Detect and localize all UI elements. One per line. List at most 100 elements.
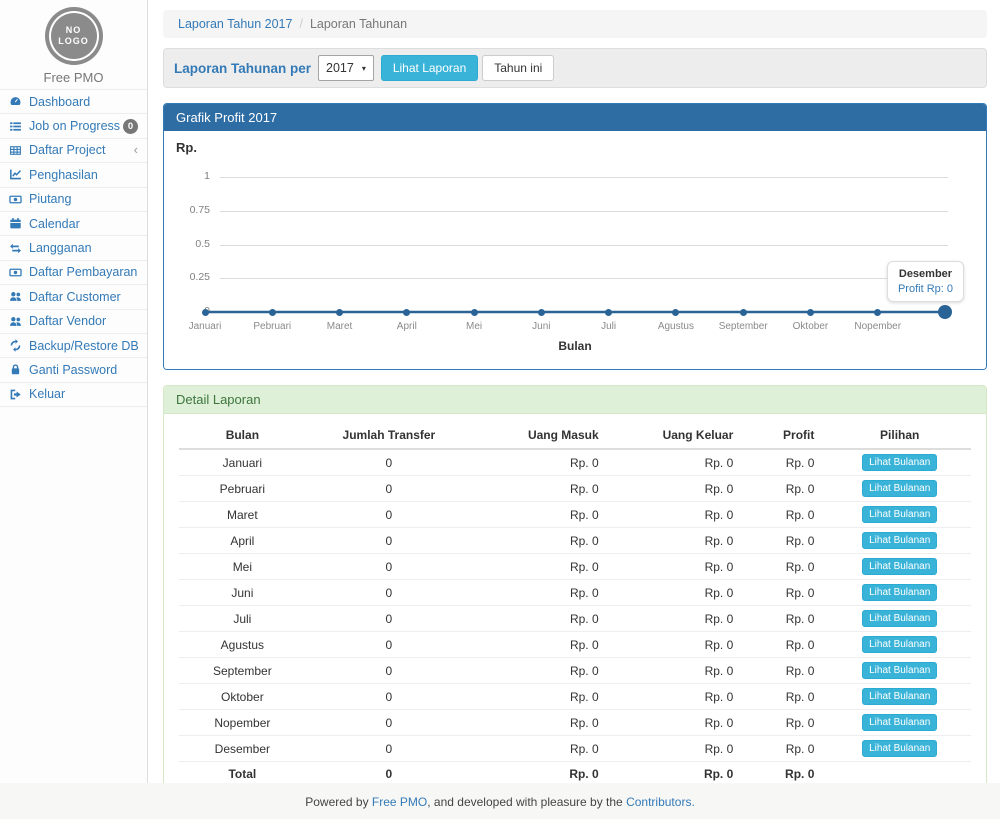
column-header-profit: Profit — [741, 422, 829, 450]
column-header-pilihan: Pilihan — [828, 422, 971, 450]
year-select[interactable]: 2017 ▾ — [318, 55, 374, 81]
sidebar-nav: Dashboard Job on Progress 0 Daftar Proje… — [0, 89, 147, 408]
sidebar-item-calendar[interactable]: Calendar — [0, 212, 147, 237]
sidebar-item-langganan[interactable]: Langganan — [0, 236, 147, 261]
lihat-bulanan-button[interactable]: Lihat Bulanan — [862, 584, 938, 601]
chart-panel-title: Grafik Profit 2017 — [176, 110, 278, 125]
lihat-bulanan-button[interactable]: Lihat Bulanan — [862, 480, 938, 497]
lihat-bulanan-button[interactable]: Lihat Bulanan — [862, 454, 938, 471]
lihat-laporan-button[interactable]: Lihat Laporan — [380, 55, 479, 81]
cell-uang-keluar: Rp. 0 — [606, 527, 742, 554]
main-content: Laporan Tahun 2017 / Laporan Tahunan Lap… — [149, 0, 1000, 813]
calendar-icon — [9, 217, 25, 230]
data-point-mei[interactable] — [470, 308, 478, 316]
cell-uang-keluar: Rp. 0 — [606, 683, 742, 710]
sidebar-item-daftar-pembayaran[interactable]: Daftar Pembayaran — [0, 261, 147, 286]
table-row: April 0 Rp. 0 Rp. 0 Rp. 0 Lihat Bulanan — [179, 527, 971, 554]
sidebar-item-label: Daftar Pembayaran — [29, 265, 138, 280]
cell-uang-keluar: Rp. 0 — [606, 657, 742, 684]
sidebar-item-job-on-progress[interactable]: Job on Progress 0 — [0, 114, 147, 139]
data-point-juli[interactable] — [605, 308, 613, 316]
sidebar-item-piutang[interactable]: Piutang — [0, 188, 147, 212]
breadcrumb-link[interactable]: Laporan Tahun 2017 — [178, 17, 293, 31]
lihat-bulanan-button[interactable]: Lihat Bulanan — [862, 740, 938, 757]
table-row: Pebruari 0 Rp. 0 Rp. 0 Rp. 0 Lihat Bulan… — [179, 475, 971, 502]
detail-panel-header: Detail Laporan — [164, 386, 986, 414]
cell-uang-keluar: Rp. 0 — [606, 475, 742, 502]
year-select-value: 2017 — [326, 61, 354, 75]
cell-uang-keluar: Rp. 0 — [606, 709, 742, 736]
sidebar-item-daftar-project[interactable]: Daftar Project ‹ — [0, 139, 147, 164]
cell-profit: Rp. 0 — [741, 579, 829, 606]
users-icon — [9, 315, 25, 328]
data-point-januari[interactable] — [201, 308, 209, 316]
year-filter-panel: Laporan Tahunan per 2017 ▾ Lihat Laporan… — [163, 48, 987, 88]
sidebar-item-daftar-customer[interactable]: Daftar Customer — [0, 285, 147, 310]
breadcrumb: Laporan Tahun 2017 / Laporan Tahunan — [163, 10, 987, 38]
data-point-agustus[interactable] — [672, 308, 680, 316]
tooltip-value: Profit Rp: 0 — [897, 283, 953, 295]
cell-month: April — [179, 527, 306, 554]
data-point-september[interactable] — [739, 308, 747, 316]
lihat-bulanan-button[interactable]: Lihat Bulanan — [862, 558, 938, 575]
data-point-desember[interactable] — [938, 305, 952, 319]
profit-chart-panel: Grafik Profit 2017 Rp. 00.250.50.751Janu… — [163, 103, 987, 370]
logo-text: NO LOGO — [58, 25, 89, 46]
table-row: Desember 0 Rp. 0 Rp. 0 Rp. 0 Lihat Bulan… — [179, 735, 971, 762]
data-point-pebruari[interactable] — [268, 308, 276, 316]
sidebar-item-penghasilan[interactable]: Penghasilan — [0, 163, 147, 188]
lihat-bulanan-button[interactable]: Lihat Bulanan — [862, 506, 938, 523]
lock-icon — [9, 363, 25, 376]
x-tick-label: Maret — [326, 321, 353, 332]
data-point-oktober[interactable] — [806, 308, 814, 316]
tahun-ini-button[interactable]: Tahun ini — [482, 55, 555, 81]
cell-transfer: 0 — [305, 631, 473, 658]
footer-link-free-pmo[interactable]: Free PMO — [371, 795, 428, 809]
cell-month: Maret — [179, 501, 306, 528]
cell-uang-keluar: Rp. 0 — [606, 579, 742, 606]
profit-chart-plot: 00.250.50.751JanuariPebruariMaretAprilMe… — [164, 131, 986, 369]
cell-profit: Rp. 0 — [741, 605, 829, 632]
cell-uang-masuk: Rp. 0 — [472, 579, 607, 606]
cell-transfer: 0 — [305, 448, 473, 476]
cell-uang-masuk: Rp. 0 — [472, 657, 607, 684]
dashboard-icon — [9, 95, 25, 108]
sidebar-item-dashboard[interactable]: Dashboard — [0, 90, 147, 115]
line-chart-icon — [9, 168, 25, 181]
x-tick-label: April — [396, 321, 417, 332]
table-total-row: Total 0 Rp. 0 Rp. 0 Rp. 0 — [179, 760, 971, 786]
cell-month: Pebruari — [179, 475, 306, 502]
lihat-bulanan-button[interactable]: Lihat Bulanan — [862, 662, 938, 679]
sidebar-item-ganti-password[interactable]: Ganti Password — [0, 358, 147, 383]
cell-month: Juni — [179, 579, 306, 606]
sidebar-item-daftar-vendor[interactable]: Daftar Vendor — [0, 310, 147, 334]
lihat-bulanan-button[interactable]: Lihat Bulanan — [862, 714, 938, 731]
data-point-april[interactable] — [403, 308, 411, 316]
table-row: Nopember 0 Rp. 0 Rp. 0 Rp. 0 Lihat Bulan… — [179, 709, 971, 736]
y-tick-label: 0.5 — [195, 237, 210, 250]
report-table-body: Januari 0 Rp. 0 Rp. 0 Rp. 0 Lihat Bulana… — [179, 448, 971, 762]
sidebar-item-label: Dashboard — [29, 94, 91, 109]
lihat-bulanan-button[interactable]: Lihat Bulanan — [862, 688, 938, 705]
data-point-maret[interactable] — [336, 308, 344, 316]
sidebar-item-keluar[interactable]: Keluar — [0, 383, 147, 408]
data-point-nopember[interactable] — [874, 308, 882, 316]
column-header-uang-keluar: Uang Keluar — [606, 422, 742, 450]
cell-uang-keluar: Rp. 0 — [606, 735, 742, 762]
lihat-bulanan-button[interactable]: Lihat Bulanan — [862, 610, 938, 627]
sidebar-item-label: Daftar Vendor — [29, 314, 107, 329]
lihat-bulanan-button[interactable]: Lihat Bulanan — [862, 636, 938, 653]
cell-uang-masuk: Rp. 0 — [472, 553, 607, 580]
total-profit: Rp. 0 — [741, 760, 829, 786]
footer-link-contributors[interactable]: Contributors. — [626, 795, 695, 809]
lihat-bulanan-button[interactable]: Lihat Bulanan — [862, 532, 938, 549]
total-keluar: Rp. 0 — [606, 760, 742, 786]
cell-transfer: 0 — [305, 501, 473, 528]
sidebar-item-backup-restore-db[interactable]: Backup/Restore DB — [0, 334, 147, 359]
data-point-juni[interactable] — [537, 308, 545, 316]
sidebar-item-label: Calendar — [29, 216, 80, 231]
x-tick-label: September — [718, 321, 768, 332]
sidebar-item-label: Ganti Password — [29, 363, 118, 377]
table-row: Maret 0 Rp. 0 Rp. 0 Rp. 0 Lihat Bulanan — [179, 501, 971, 528]
